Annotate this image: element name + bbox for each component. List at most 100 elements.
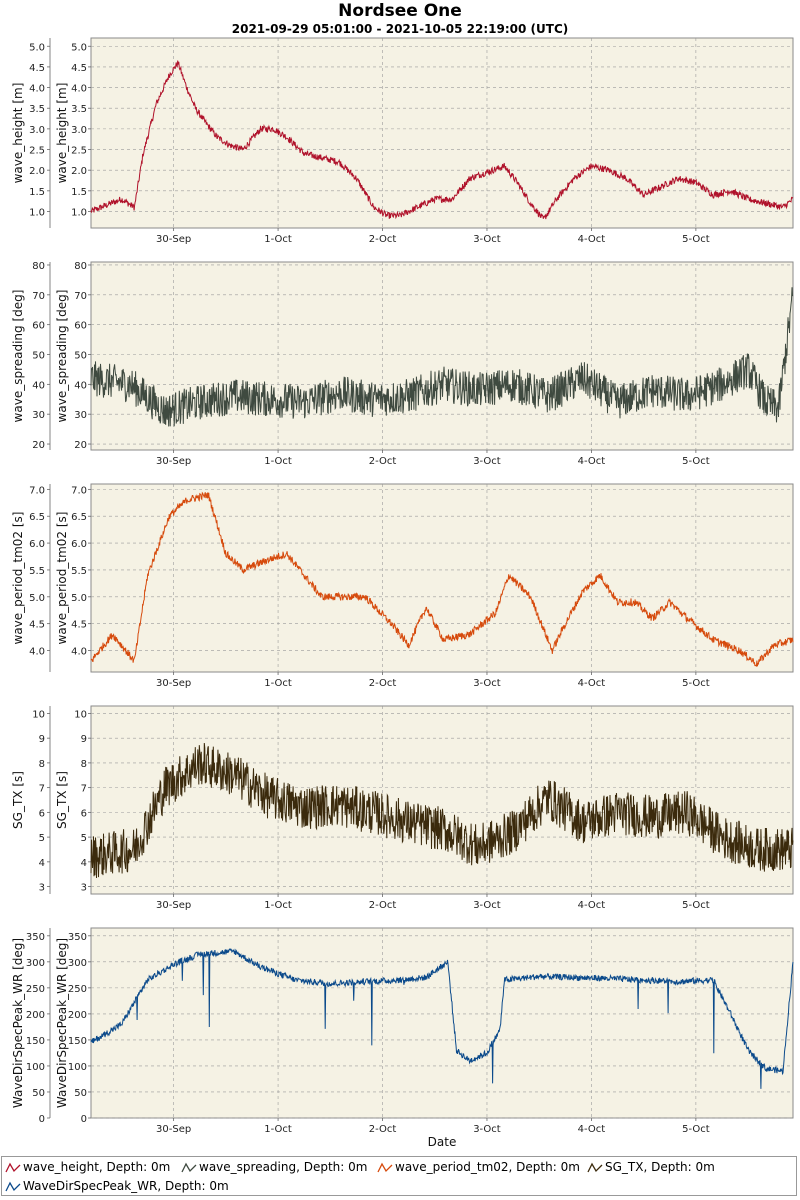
- chart-panel-4: 30-Sep 1-Oct 2-Oct 3-Oct 4-Oct 5-Oct 3 3 4 4 5 5 6 6 7…: [11, 705, 794, 911]
- y-tick-label: 6: [81, 808, 87, 819]
- legend-label: wave_height, Depth: 0m: [23, 1160, 171, 1174]
- y-tick-label: 5.0: [71, 42, 87, 53]
- legend-label: SG_TX, Depth: 0m: [605, 1160, 715, 1174]
- y-tick-label: 10: [74, 709, 87, 720]
- plot-area: [90, 927, 794, 1119]
- y-tick-label: 60: [74, 321, 87, 332]
- x-tick-label: 1-Oct: [264, 1124, 292, 1135]
- series-line: [90, 948, 794, 1089]
- y-tick-label-outer: 1.5: [29, 187, 45, 198]
- x-tick-label: 2-Oct: [369, 900, 397, 911]
- y-tick-label: 4.0: [71, 647, 87, 658]
- x-tick-label: 4-Oct: [578, 456, 606, 467]
- x-tick-label: 2-Oct: [369, 1124, 397, 1135]
- y-tick-label: 1.5: [71, 187, 87, 198]
- y-tick-label-outer: 8: [39, 759, 45, 770]
- y-tick-label: 100: [68, 1062, 87, 1073]
- chart-panel-1: 30-Sep 1-Oct 2-Oct 3-Oct 4-Oct 5-Oct 1.0 1.0 1.5…: [11, 37, 794, 245]
- charts-svg: 30-Sep 1-Oct 2-Oct 3-Oct 4-Oct 5-Oct 1.0 1.0 1.5…: [11, 37, 794, 1149]
- x-tick-label: 2-Oct: [369, 678, 397, 689]
- y-tick-label-outer: 300: [26, 958, 45, 969]
- y-tick-label: 4.5: [71, 63, 87, 74]
- x-tick-label: 30-Sep: [156, 456, 191, 467]
- y-tick-label: 4: [81, 858, 87, 869]
- y-tick-label: 0: [81, 1114, 87, 1125]
- x-tick-label: 4-Oct: [578, 1124, 606, 1135]
- x-tick-label: 3-Oct: [473, 456, 501, 467]
- x-tick-label: 5-Oct: [682, 900, 710, 911]
- y-tick-label: 50: [74, 351, 87, 362]
- legend-item-wave-period: wave_period_tm02, Depth: 0m: [377, 1160, 580, 1174]
- y-tick-label-outer: 250: [26, 984, 45, 995]
- y-tick-label: 2.5: [71, 146, 87, 157]
- x-tick-label: 5-Oct: [682, 678, 710, 689]
- y-tick-label-outer: 20: [32, 440, 45, 451]
- y-tick-label: 80: [74, 261, 87, 272]
- y-axis-label-outer: SG_TX [s]: [11, 771, 25, 829]
- y-axis-label: wave_height [m]: [55, 83, 69, 184]
- y-tick-label-outer: 2.5: [29, 146, 45, 157]
- y-tick-label: 3.0: [71, 125, 87, 136]
- legend-label: wave_spreading, Depth: 0m: [199, 1160, 368, 1174]
- y-tick-label: 2.0: [71, 166, 87, 177]
- y-tick-label-outer: 2.0: [29, 166, 45, 177]
- y-tick-label-outer: 40: [32, 380, 45, 391]
- y-tick-label: 5: [81, 833, 87, 844]
- y-tick-label-outer: 5.0: [29, 593, 45, 604]
- y-tick-label: 300: [68, 958, 87, 969]
- y-tick-label-outer: 3: [39, 883, 45, 894]
- y-tick-label-outer: 6.5: [29, 512, 45, 523]
- x-tick-label: 1-Oct: [264, 234, 292, 245]
- y-tick-label-outer: 4.5: [29, 63, 45, 74]
- y-tick-label: 50: [74, 1088, 87, 1099]
- y-axis-label-outer: wave_height [m]: [11, 83, 25, 184]
- y-tick-label-outer: 3.0: [29, 125, 45, 136]
- y-tick-label: 3: [81, 883, 87, 894]
- x-tick-label: 2-Oct: [369, 234, 397, 245]
- x-tick-label: 1-Oct: [264, 678, 292, 689]
- y-tick-label: 5.0: [71, 593, 87, 604]
- legend-item-wave-height: wave_height, Depth: 0m: [5, 1160, 170, 1174]
- x-tick-label: 4-Oct: [578, 678, 606, 689]
- x-tick-label: 3-Oct: [473, 678, 501, 689]
- x-tick-label: 5-Oct: [682, 234, 710, 245]
- x-tick-label: 4-Oct: [578, 900, 606, 911]
- x-tick-label: 3-Oct: [473, 1124, 501, 1135]
- legend: wave_height, Depth: 0m wave_spreading, D…: [1, 1156, 797, 1196]
- y-tick-label: 250: [68, 984, 87, 995]
- series-line: [90, 742, 794, 879]
- y-tick-label: 4.0: [71, 84, 87, 95]
- y-tick-label: 350: [68, 932, 87, 943]
- legend-item-wavedir: WaveDirSpecPeak_WR, Depth: 0m: [5, 1179, 229, 1193]
- y-tick-label-outer: 5: [39, 833, 45, 844]
- y-tick-label-outer: 0: [39, 1114, 45, 1125]
- y-tick-label: 30: [74, 410, 87, 421]
- y-tick-label: 9: [81, 734, 87, 745]
- chart-panel-3: 30-Sep 1-Oct 2-Oct 3-Oct 4-Oct 5-Oct 4.0 4.0 4.5…: [11, 483, 794, 689]
- x-axis-label: Date: [428, 1135, 457, 1149]
- series-line: [90, 60, 794, 220]
- y-tick-label-outer: 7: [39, 784, 45, 795]
- y-tick-label: 200: [68, 1010, 87, 1021]
- y-tick-label: 40: [74, 380, 87, 391]
- legend-item-wave-spreading: wave_spreading, Depth: 0m: [181, 1160, 367, 1174]
- series-line: [90, 287, 794, 427]
- x-tick-label: 30-Sep: [156, 234, 191, 245]
- y-tick-label-outer: 3.5: [29, 104, 45, 115]
- y-axis-label-outer: WaveDirSpecPeak_WR [deg]: [11, 938, 25, 1108]
- x-tick-label: 3-Oct: [473, 234, 501, 245]
- legend-item-sg-tx: SG_TX, Depth: 0m: [587, 1160, 715, 1174]
- y-tick-label-outer: 9: [39, 734, 45, 745]
- x-tick-label: 3-Oct: [473, 900, 501, 911]
- y-tick-label: 70: [74, 291, 87, 302]
- y-tick-label: 3.5: [71, 104, 87, 115]
- x-tick-label: 30-Sep: [156, 678, 191, 689]
- chart-panel-5: 30-Sep 1-Oct 2-Oct 3-Oct 4-Oct 5-Oct 0 0 50 50 100…: [11, 927, 794, 1149]
- legend-line-icon: [377, 1162, 393, 1172]
- y-tick-label-outer: 6.0: [29, 539, 45, 550]
- y-tick-label-outer: 350: [26, 932, 45, 943]
- x-tick-label: 30-Sep: [156, 900, 191, 911]
- series-line: [90, 491, 794, 668]
- legend-line-icon: [5, 1162, 21, 1172]
